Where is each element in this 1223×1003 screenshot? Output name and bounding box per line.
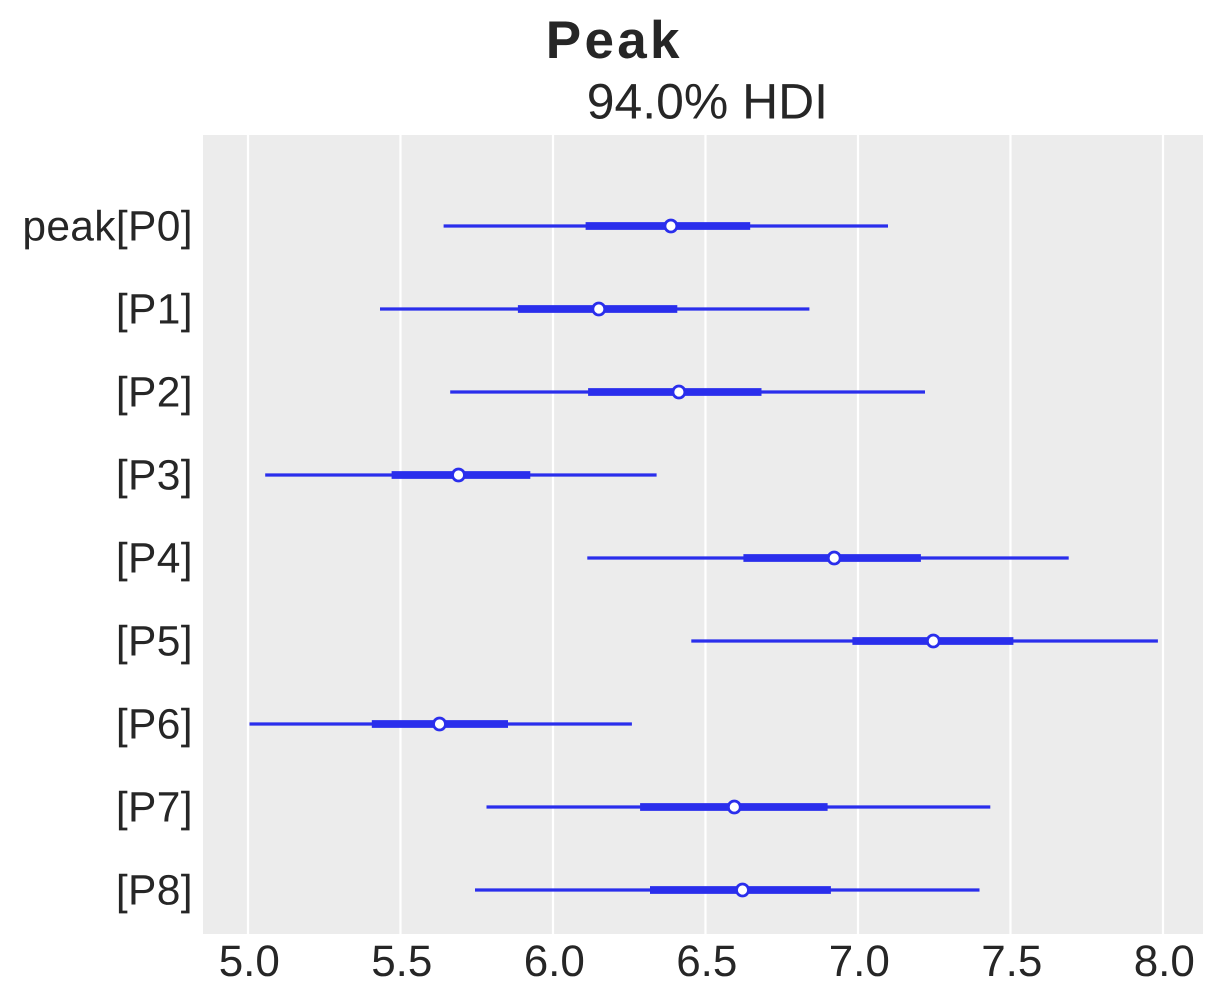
svg-text:5.5: 5.5 bbox=[371, 937, 432, 986]
svg-text:[P8]: [P8] bbox=[116, 868, 193, 915]
svg-text:[P5]: [P5] bbox=[116, 619, 193, 666]
svg-text:94.0% HDI: 94.0% HDI bbox=[587, 74, 828, 130]
svg-text:[P1]: [P1] bbox=[116, 287, 193, 334]
svg-text:6.5: 6.5 bbox=[676, 937, 737, 986]
svg-text:8.0: 8.0 bbox=[1134, 937, 1195, 986]
svg-text:peak[P0]: peak[P0] bbox=[22, 204, 193, 251]
svg-text:[P2]: [P2] bbox=[116, 370, 193, 417]
svg-text:7.0: 7.0 bbox=[829, 937, 890, 986]
svg-text:[P4]: [P4] bbox=[116, 536, 193, 583]
svg-text:[P7]: [P7] bbox=[116, 785, 193, 832]
svg-text:7.5: 7.5 bbox=[981, 937, 1042, 986]
svg-text:Peak: Peak bbox=[546, 11, 683, 70]
svg-text:[P3]: [P3] bbox=[116, 453, 193, 500]
svg-text:[P6]: [P6] bbox=[116, 702, 193, 749]
svg-text:6.0: 6.0 bbox=[524, 937, 585, 986]
svg-text:5.0: 5.0 bbox=[219, 937, 280, 986]
